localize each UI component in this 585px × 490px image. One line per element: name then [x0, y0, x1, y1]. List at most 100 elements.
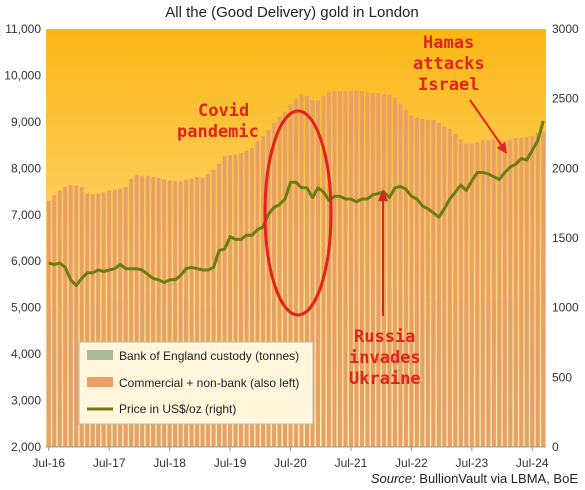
- y-right-tick-label: 1500: [552, 231, 579, 245]
- bar-commercial: [151, 177, 156, 447]
- y-left-tick-label: 5,000: [11, 301, 41, 315]
- annotation-covid: Covid pandemic: [177, 101, 333, 317]
- bar-commercial: [239, 153, 244, 448]
- bar-commercial: [189, 178, 194, 447]
- bar-commercial: [294, 98, 298, 448]
- bar-commercial: [68, 185, 73, 447]
- y-right-tick-label: 3000: [552, 22, 579, 36]
- bar-commercial: [365, 92, 370, 448]
- annotation-russia-line-2: invades: [349, 348, 421, 368]
- x-tick-label: Jul-20: [274, 456, 307, 470]
- annotation-covid-line-2: pandemic: [177, 122, 259, 142]
- annotation-hamas: Hamas attacks Israel: [413, 33, 507, 154]
- bar-commercial: [228, 155, 233, 447]
- bar-commercial: [524, 137, 529, 447]
- bar-commercial: [530, 136, 535, 447]
- bar-commercial: [266, 130, 271, 447]
- bar-commercial: [491, 139, 496, 447]
- annotation-hamas-line-2: attacks: [413, 54, 485, 74]
- y-left-tick-label: 9,000: [11, 115, 41, 129]
- bar-commercial: [326, 92, 331, 448]
- bar-commercial: [403, 109, 408, 448]
- bar-commercial: [211, 169, 216, 447]
- bar-commercial: [337, 91, 342, 447]
- y-right-tick-label: 500: [552, 370, 572, 384]
- bar-commercial: [513, 138, 518, 447]
- bar-commercial: [145, 175, 150, 447]
- bar-commercial: [458, 139, 463, 447]
- bar-commercial: [74, 185, 79, 448]
- bar-commercial: [200, 177, 205, 447]
- bar-commercial: [475, 142, 480, 447]
- legend-swatch-commercial: [87, 377, 113, 387]
- bar-commercial: [541, 131, 546, 448]
- bar-commercial: [398, 103, 403, 447]
- bar-commercial: [359, 91, 364, 447]
- bar-commercial: [222, 156, 227, 447]
- bar-commercial: [348, 91, 353, 447]
- x-tick-label: Jul-19: [214, 456, 247, 470]
- legend: Bank of England custody (tonnes) Commerc…: [78, 341, 314, 425]
- x-tick-label: Jul-22: [395, 456, 428, 470]
- bar-commercial: [63, 186, 68, 447]
- bar-commercial: [85, 193, 90, 447]
- bar-commercial: [288, 104, 293, 448]
- bar-commercial: [436, 122, 441, 447]
- y-left-axis: 2,000 3,000 4,000 5,000 6,000 7,000 8,000 9,000…: [4, 22, 41, 454]
- bar-commercial: [464, 143, 469, 447]
- y-left-tick-label: 11,000: [5, 22, 41, 36]
- bar-commercial: [370, 93, 375, 448]
- chart-title: All the (Good Delivery) gold in London: [165, 4, 418, 21]
- bar-commercial: [79, 186, 84, 447]
- y-left-tick-label: 3,000: [11, 394, 41, 408]
- bar-commercial: [453, 133, 458, 447]
- bar-commercial: [376, 93, 381, 448]
- x-tick-label: Jul-23: [455, 456, 488, 470]
- bar-commercial: [250, 147, 255, 448]
- commercial-bars: [46, 90, 546, 448]
- legend-label-commercial: Commercial + non-bank (also left): [119, 376, 299, 390]
- y-right-tick-label: 2000: [552, 161, 579, 175]
- bar-commercial: [118, 188, 123, 447]
- x-tick-label: Jul-24: [516, 456, 549, 470]
- y-left-tick-label: 4,000: [11, 347, 41, 361]
- bar-commercial: [107, 190, 112, 448]
- bar-commercial: [90, 194, 95, 447]
- bar-commercial: [167, 180, 172, 448]
- source-text: BullionVault via LBMA, BoE: [416, 471, 579, 486]
- bar-commercial: [233, 154, 238, 447]
- y-right-tick-label: 0: [552, 440, 559, 454]
- bar-commercial: [52, 195, 57, 447]
- bar-commercial: [206, 173, 211, 447]
- bar-commercial: [519, 137, 524, 447]
- bar-commercial: [343, 91, 348, 447]
- bar-commercial: [140, 176, 145, 447]
- bar-commercial: [502, 140, 507, 448]
- annotation-hamas-line-3: Israel: [418, 75, 479, 95]
- bar-commercial: [392, 97, 397, 448]
- bar-commercial: [414, 117, 419, 447]
- legend-swatch-boe: [87, 350, 113, 360]
- x-axis: Jul-16 Jul-17 Jul-18 Jul-19 Jul-20 Jul-21 Jul-…: [32, 447, 549, 470]
- bar-commercial: [96, 193, 101, 447]
- source-prefix: Source:: [371, 471, 416, 486]
- bar-commercial: [162, 179, 167, 448]
- y-left-tick-label: 10,000: [4, 68, 41, 82]
- bar-commercial: [469, 143, 474, 447]
- hamas-arrow-shaft: [469, 99, 503, 147]
- y-left-tick-label: 2,000: [11, 440, 41, 454]
- russia-arrow-head: [378, 189, 388, 201]
- annotation-russia-line-3: Ukraine: [349, 369, 421, 389]
- bar-commercial: [508, 140, 513, 447]
- price-line-group: [48, 120, 545, 287]
- bar-commercial: [46, 200, 51, 447]
- legend-box: [78, 341, 314, 425]
- bar-commercial: [283, 111, 287, 447]
- bar-commercial: [123, 186, 128, 447]
- bar-commercial: [129, 179, 134, 447]
- x-tick-label: Jul-18: [153, 456, 186, 470]
- bar-commercial: [134, 175, 139, 448]
- annotation-covid-line-1: Covid: [198, 101, 249, 121]
- bar-commercial: [244, 150, 249, 447]
